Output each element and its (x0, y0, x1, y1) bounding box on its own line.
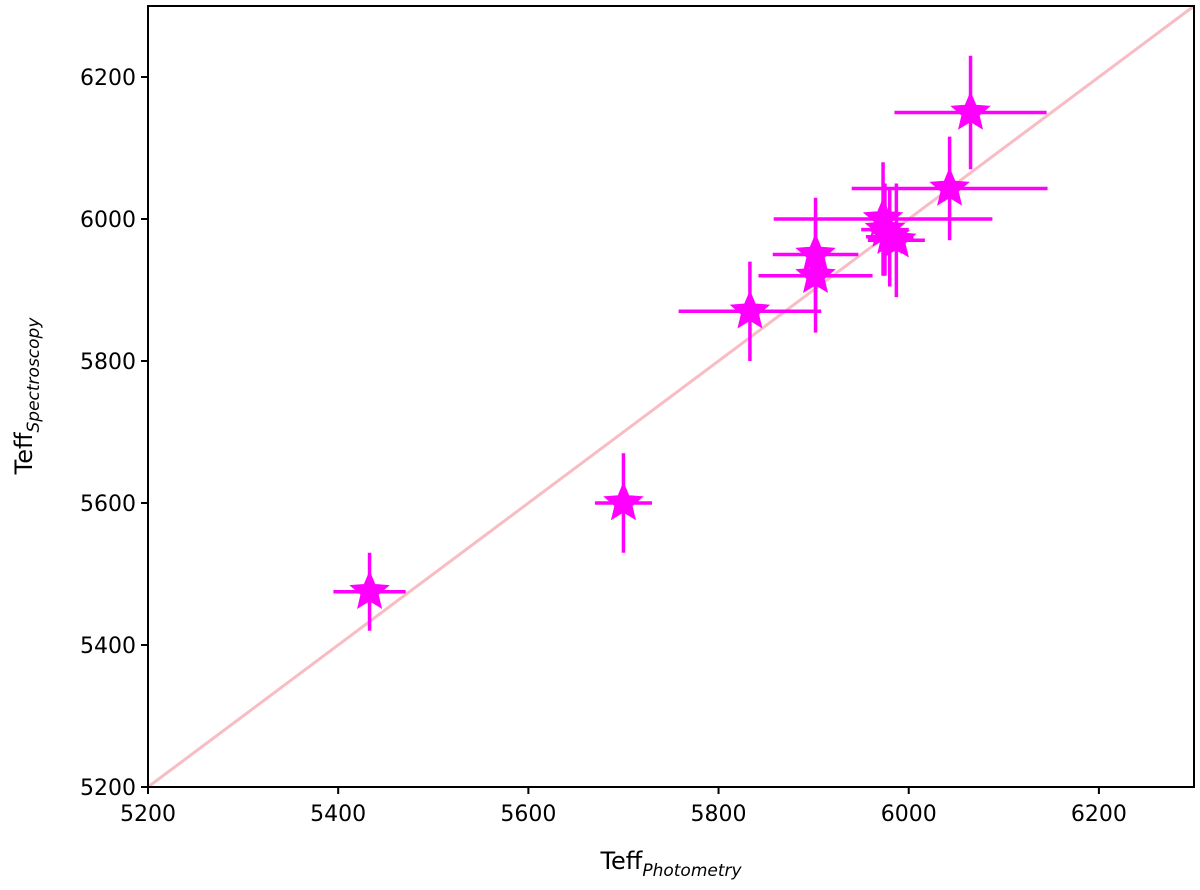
y-axis-title-main: Teff (10, 432, 38, 475)
y-axis-title: TeffSpectroscopy (10, 317, 44, 476)
x-tick-label: 6000 (881, 802, 937, 827)
x-tick-label: 6200 (1071, 802, 1127, 827)
y-tick-label: 5400 (80, 634, 136, 659)
plot-frame (147, 5, 1195, 788)
y-tick-label: 5800 (80, 350, 136, 375)
x-axis-title: TeffPhotometry (599, 847, 742, 881)
star-marker (950, 91, 991, 130)
star-marker (603, 481, 644, 521)
x-tick-label: 5400 (310, 802, 366, 827)
star-marker (876, 218, 917, 258)
star-marker (795, 254, 836, 294)
star-marker (929, 167, 970, 206)
x-tick-label: 5800 (691, 802, 747, 827)
x-tick-label: 5200 (120, 802, 176, 827)
y-axis-title-subscript: Spectroscopy (24, 317, 44, 433)
x-axis-title-main: Teff (599, 847, 642, 875)
ticks-layer: 5200 5400 5600 5800 6000 6200 5200 5400 5600 5800… (80, 66, 1127, 827)
one-to-one-line (147, 4, 1195, 789)
y-tick-label: 5600 (80, 492, 136, 517)
plot-layer (147, 4, 1195, 789)
x-tick-label: 5600 (500, 802, 556, 827)
star-marker (729, 289, 771, 329)
star-marker (349, 570, 390, 609)
y-tick-label: 6000 (80, 208, 136, 233)
y-tick-label: 6200 (80, 66, 136, 91)
x-axis-title-subscript: Photometry (642, 861, 742, 881)
y-tick-label: 5200 (80, 776, 136, 801)
